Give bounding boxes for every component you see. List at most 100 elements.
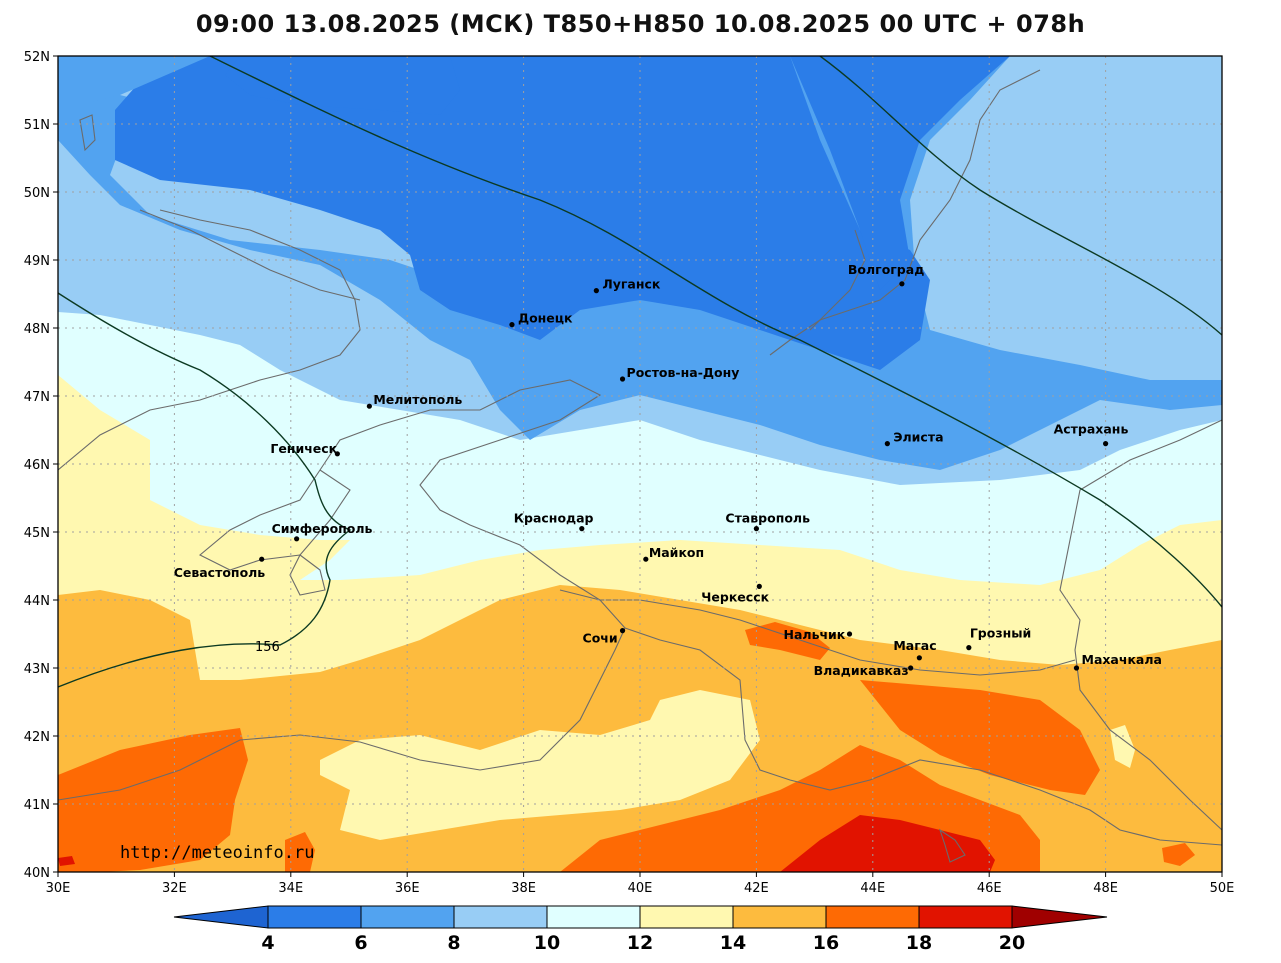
city-markers: Волгоград Луганск Донецк Ростов-на-Дону Мели… bbox=[174, 262, 1162, 678]
colorbar-lower-extend bbox=[173, 905, 269, 929]
temperature-band-20+ bbox=[58, 856, 75, 866]
temperature-band-14-16 bbox=[320, 690, 760, 840]
lat-tick-label: 52N bbox=[24, 50, 50, 65]
city-dot bbox=[294, 536, 300, 542]
city-marker: Волгоград bbox=[848, 262, 924, 287]
city-dot bbox=[756, 583, 762, 590]
city-label: Мелитополь bbox=[373, 392, 462, 407]
colorbar-tick-label: 4 bbox=[261, 932, 274, 954]
colorbar-tick-label: 12 bbox=[627, 932, 653, 954]
colorbar-segment bbox=[918, 905, 1013, 929]
city-marker: Севастополь bbox=[174, 556, 266, 580]
city-marker: Краснодар bbox=[514, 511, 594, 532]
lat-tick-label: 44N bbox=[24, 594, 50, 609]
temperature-band-10-12 bbox=[910, 56, 1222, 380]
colorbar-tick-label: 14 bbox=[720, 932, 746, 954]
lat-tick-label: 40N bbox=[24, 866, 50, 881]
lon-tick-label: 40E bbox=[628, 881, 653, 896]
lat-tick-label: 43N bbox=[24, 662, 50, 677]
temperature-band-6-8 bbox=[790, 56, 1010, 290]
city-dot bbox=[366, 403, 372, 409]
lon-tick-label: 50E bbox=[1210, 881, 1235, 896]
city-label: Симферополь bbox=[272, 521, 373, 536]
lon-tick-label: 34E bbox=[278, 881, 303, 896]
city-marker: Махачкала bbox=[1073, 652, 1162, 671]
lat-tick-label: 41N bbox=[24, 798, 50, 813]
city-dot bbox=[579, 526, 585, 532]
lon-tick-label: 30E bbox=[46, 881, 71, 896]
city-marker: Грозный bbox=[966, 626, 1031, 651]
lat-tick-label: 50N bbox=[24, 186, 50, 201]
city-marker: Луганск bbox=[593, 277, 661, 294]
lon-tick-label: 38E bbox=[511, 881, 536, 896]
map-title: 09:00 13.08.2025 (МСК) T850+H850 10.08.2… bbox=[195, 10, 1086, 38]
city-marker: Сочи bbox=[583, 628, 626, 646]
lat-tick-label: 48N bbox=[24, 322, 50, 337]
latitude-axis: 52N 51N 50N 49N 48N 47N 46N 45N 44N 43N 42N 41N 40N bbox=[24, 50, 58, 881]
city-dot bbox=[334, 451, 340, 457]
city-label: Нальчик bbox=[784, 627, 846, 642]
city-label: Сочи bbox=[583, 631, 618, 646]
city-label: Черкесск bbox=[701, 589, 769, 604]
colorbar-segment bbox=[546, 905, 641, 929]
city-dot bbox=[846, 631, 853, 637]
lon-tick-label: 32E bbox=[162, 881, 187, 896]
temperature-band-14-16 bbox=[660, 700, 735, 755]
city-dot bbox=[1103, 441, 1109, 447]
colorbar-segment bbox=[825, 905, 920, 929]
gridlines bbox=[58, 56, 1222, 872]
colorbar-segment bbox=[639, 905, 734, 929]
credit-link[interactable]: http://meteoinfo.ru bbox=[120, 843, 314, 863]
temperature-band-8-10 bbox=[58, 56, 210, 110]
city-dot bbox=[908, 665, 914, 671]
colorbar-upper-extend bbox=[1011, 905, 1108, 929]
colorbar-segment bbox=[453, 905, 548, 929]
colorbar-tick-label: 8 bbox=[447, 932, 460, 954]
city-dot bbox=[753, 526, 760, 532]
contour-label: 156 bbox=[255, 640, 280, 655]
city-dot bbox=[259, 556, 265, 562]
colorbar-segment bbox=[360, 905, 455, 929]
city-label: Элиста bbox=[893, 430, 943, 445]
temperature-band-18-20 bbox=[745, 622, 830, 660]
city-dot bbox=[593, 288, 599, 294]
city-label: Волгоград bbox=[848, 262, 924, 277]
city-dot bbox=[619, 628, 626, 634]
city-label: Луганск bbox=[602, 277, 661, 292]
city-label: Грозный bbox=[970, 626, 1031, 641]
colorbar-tick-label: 18 bbox=[906, 932, 932, 954]
lon-tick-label: 44E bbox=[860, 881, 885, 896]
city-dot bbox=[509, 322, 515, 328]
lat-tick-label: 47N bbox=[24, 390, 50, 405]
city-label: Ростов-на-Дону bbox=[627, 365, 740, 380]
city-marker: Геническ bbox=[270, 441, 340, 457]
city-label: Севастополь bbox=[174, 565, 266, 580]
city-marker: Мелитополь bbox=[366, 392, 462, 409]
city-marker: Нальчик bbox=[784, 627, 853, 642]
city-marker: Ставрополь bbox=[725, 511, 810, 532]
temperature-band-18-20 bbox=[58, 728, 248, 872]
colorbar-tick-label: 10 bbox=[534, 932, 560, 954]
lon-tick-label: 42E bbox=[744, 881, 769, 896]
lat-tick-label: 46N bbox=[24, 458, 50, 473]
city-dot bbox=[966, 645, 972, 651]
city-label: Донецк bbox=[518, 311, 573, 326]
city-label: Магас bbox=[893, 638, 936, 653]
lat-tick-label: 42N bbox=[24, 730, 50, 745]
city-marker: Симферополь bbox=[272, 521, 373, 542]
city-dot bbox=[1073, 665, 1080, 671]
city-label: Майкоп bbox=[649, 545, 704, 560]
city-dot bbox=[643, 556, 649, 562]
colorbar-tick-label: 16 bbox=[813, 932, 839, 954]
lon-tick-label: 46E bbox=[977, 881, 1002, 896]
city-marker: Элиста bbox=[884, 430, 944, 447]
city-marker: Магас bbox=[893, 638, 937, 661]
colorbar-segment bbox=[267, 905, 362, 929]
colorbar: 4 6 8 10 12 14 16 18 20 bbox=[173, 905, 1108, 954]
temperature-band-18-20 bbox=[285, 832, 315, 872]
city-dot bbox=[619, 376, 626, 382]
lon-tick-label: 36E bbox=[395, 881, 420, 896]
city-marker: Майкоп bbox=[643, 545, 704, 562]
city-label: Махачкала bbox=[1082, 652, 1162, 667]
